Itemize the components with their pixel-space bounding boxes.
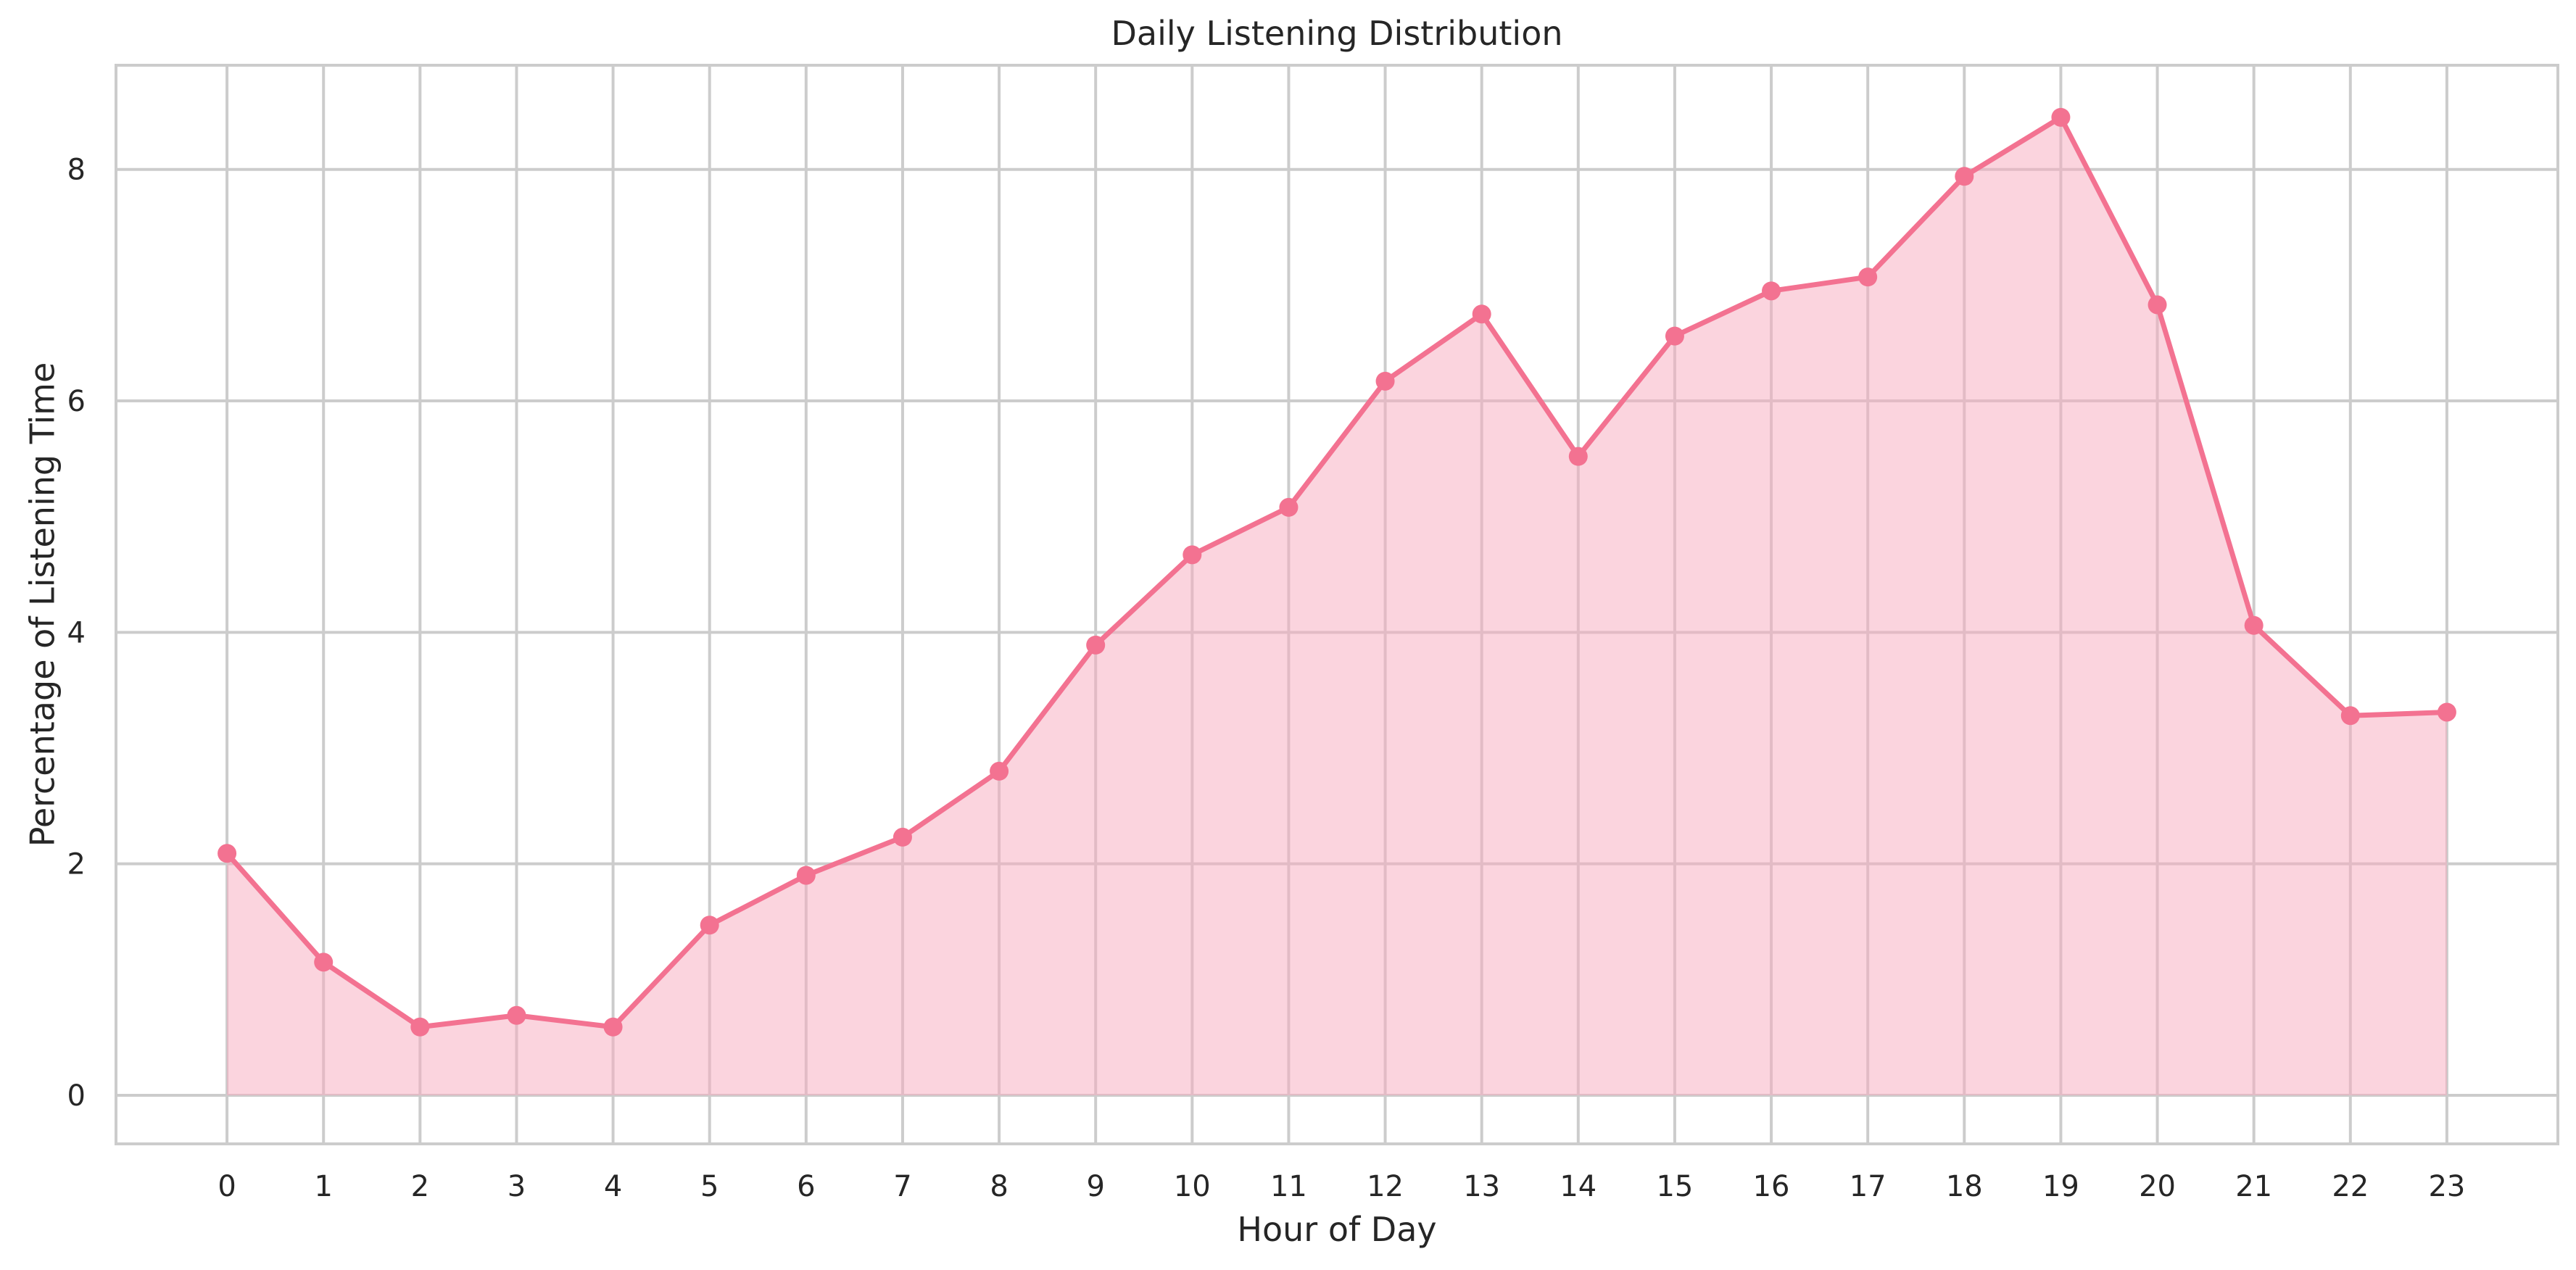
data-point [2148, 295, 2167, 315]
y-tick-labels: 0 2 4 6 8 [67, 154, 86, 1113]
plot-frame [115, 64, 2559, 1145]
x-tick-label: 15 [1656, 1170, 1693, 1203]
data-point [1375, 371, 1395, 391]
x-tick-label: 20 [2139, 1170, 2176, 1203]
x-tick-label: 3 [508, 1170, 526, 1203]
data-point [1762, 281, 1781, 301]
data-point [1568, 447, 1588, 466]
x-tick-label: 19 [2042, 1170, 2079, 1203]
x-tick-label: 13 [1463, 1170, 1500, 1203]
x-tick-label: 8 [990, 1170, 1008, 1203]
series-line [224, 115, 2450, 1030]
x-tick-label: 0 [218, 1170, 236, 1203]
data-point [1472, 304, 1491, 324]
x-tick-label: 23 [2428, 1170, 2465, 1203]
x-tick-label: 1 [314, 1170, 332, 1203]
x-tick-label: 7 [893, 1170, 911, 1203]
y-tick-label: 8 [67, 154, 86, 187]
data-point [2437, 702, 2456, 722]
x-tick-label: 16 [1753, 1170, 1790, 1203]
data-point [603, 1017, 623, 1037]
data-point [1858, 267, 1878, 287]
area-fill-layer [227, 117, 2447, 1095]
x-tick-label: 22 [2332, 1170, 2369, 1203]
x-tick-label: 6 [797, 1170, 815, 1203]
x-tick-label: 21 [2235, 1170, 2272, 1203]
chart-title: Daily Listening Distribution [1111, 14, 1563, 53]
data-point [314, 952, 334, 972]
y-tick-label: 6 [67, 385, 86, 418]
data-point [1279, 497, 1299, 517]
data-point [2244, 615, 2264, 635]
data-point [2051, 107, 2071, 127]
x-tick-label: 5 [700, 1170, 718, 1203]
x-tick-labels: 0 1 2 3 4 5 6 7 8 9 10 11 12 13 14 15 16 17 18 19 20 21 22 23 [218, 1170, 2465, 1203]
data-point [1183, 545, 1202, 565]
y-tick-label: 0 [67, 1079, 86, 1113]
data-point [218, 844, 237, 863]
x-tick-label: 18 [1946, 1170, 1983, 1203]
data-points-layer [218, 107, 2456, 1037]
area-fill [227, 117, 2447, 1095]
x-tick-label: 9 [1086, 1170, 1104, 1203]
data-point [410, 1017, 430, 1037]
y-tick-label: 4 [67, 616, 86, 649]
series-line-layer [224, 115, 2450, 1030]
x-tick-label: 4 [604, 1170, 622, 1203]
x-tick-label: 11 [1270, 1170, 1307, 1203]
x-tick-label: 14 [1560, 1170, 1596, 1203]
data-point [2340, 706, 2360, 726]
x-tick-label: 2 [411, 1170, 429, 1203]
data-point [1955, 167, 1974, 186]
data-point [893, 827, 912, 847]
data-point [796, 866, 816, 885]
y-tick-label: 2 [67, 848, 86, 881]
y-axis-title: Percentage of Listening Time [23, 362, 62, 847]
x-tick-label: 10 [1174, 1170, 1211, 1203]
x-axis-title: Hour of Day [1237, 1210, 1436, 1249]
data-point [507, 1005, 526, 1025]
data-point [990, 761, 1009, 781]
data-point [700, 916, 719, 935]
data-point [1086, 635, 1106, 655]
x-tick-label: 12 [1367, 1170, 1404, 1203]
x-tick-label: 17 [1850, 1170, 1887, 1203]
data-point [1665, 326, 1684, 346]
